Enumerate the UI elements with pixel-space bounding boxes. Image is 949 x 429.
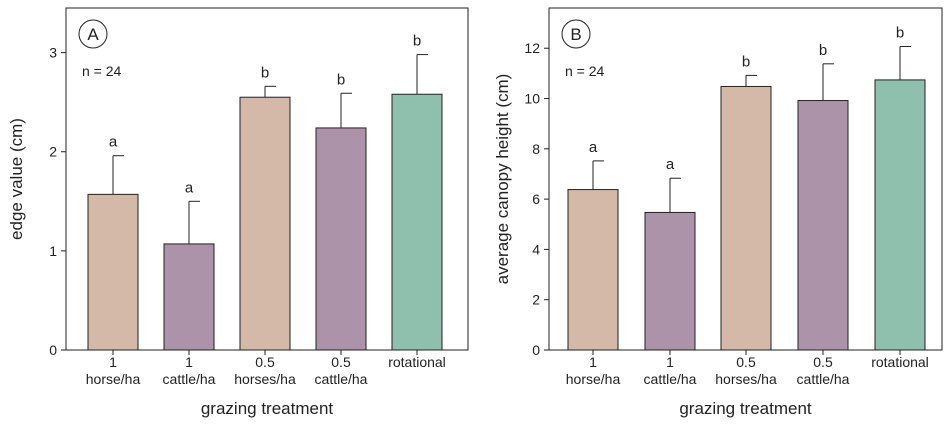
x-tick-label: 0.5 — [736, 354, 756, 370]
bar — [567, 189, 619, 351]
y-tick-label: 1 — [49, 243, 57, 259]
panel-letter: A — [87, 25, 99, 44]
x-tick-label: cattle/ha — [644, 371, 697, 387]
sample-size-label: n = 24 — [565, 63, 605, 79]
x-tick-label: horse/ha — [566, 371, 621, 387]
y-tick-label: 0 — [532, 342, 540, 358]
bar — [874, 79, 926, 351]
y-tick-label: 8 — [532, 141, 540, 157]
x-tick-label: cattle/ha — [163, 371, 216, 387]
y-tick-label: 10 — [524, 91, 540, 107]
y-tick-label: 4 — [532, 241, 540, 257]
x-tick-label: 1 — [589, 354, 597, 370]
bar — [391, 93, 443, 351]
significance-label: a — [589, 139, 598, 156]
panel-letter-circle — [78, 19, 108, 49]
x-tick-label: 1 — [185, 354, 193, 370]
x-tick-label: horse/ha — [86, 371, 141, 387]
x-tick-label: rotational — [871, 354, 929, 370]
y-tick-label: 3 — [49, 45, 57, 61]
x-tick-label: cattle/ha — [315, 371, 368, 387]
significance-label: a — [109, 134, 118, 151]
panel-b: aabbb0246810121horse/ha1cattle/ha0.5hors… — [493, 7, 943, 418]
significance-label: b — [819, 42, 827, 59]
y-tick-label: 2 — [532, 292, 540, 308]
y-axis-title: average canopy height (cm) — [493, 74, 512, 285]
significance-label: b — [742, 53, 750, 70]
y-tick-label: 6 — [532, 191, 540, 207]
significance-label: b — [261, 64, 269, 81]
bar — [797, 100, 849, 351]
x-tick-label: cattle/ha — [797, 371, 850, 387]
significance-label: a — [185, 179, 194, 196]
significance-label: b — [413, 33, 421, 50]
significance-label: b — [337, 71, 345, 88]
y-tick-label: 2 — [49, 144, 57, 160]
significance-label: b — [896, 24, 904, 41]
bar — [720, 85, 772, 351]
bar — [163, 243, 215, 351]
bar — [644, 211, 696, 351]
sample-size-label: n = 24 — [82, 63, 122, 79]
x-tick-label: 0.5 — [331, 354, 351, 370]
panel-a: aab bb01231horse/ha1cattle/ha0.5horses/ha… — [7, 7, 469, 418]
bar — [87, 193, 139, 351]
x-axis-title: grazing treatment — [679, 399, 812, 418]
significance-label: a — [666, 156, 675, 173]
bar — [239, 96, 291, 351]
x-tick-label: 0.5 — [255, 354, 275, 370]
bar — [315, 127, 367, 351]
y-tick-label: 0 — [49, 342, 57, 358]
y-tick-label: 12 — [524, 40, 540, 56]
panel-letter-circle — [561, 19, 591, 49]
x-tick-label: 0.5 — [813, 354, 833, 370]
x-tick-label: horses/ha — [715, 371, 777, 387]
plot-frame — [65, 7, 469, 351]
panel-letter: B — [570, 25, 581, 44]
y-axis-title: edge value (cm) — [7, 118, 26, 240]
x-tick-label: 1 — [109, 354, 117, 370]
x-tick-label: 1 — [666, 354, 674, 370]
x-tick-label: rotational — [388, 354, 446, 370]
x-tick-label: horses/ha — [234, 371, 296, 387]
x-axis-title: grazing treatment — [201, 399, 334, 418]
